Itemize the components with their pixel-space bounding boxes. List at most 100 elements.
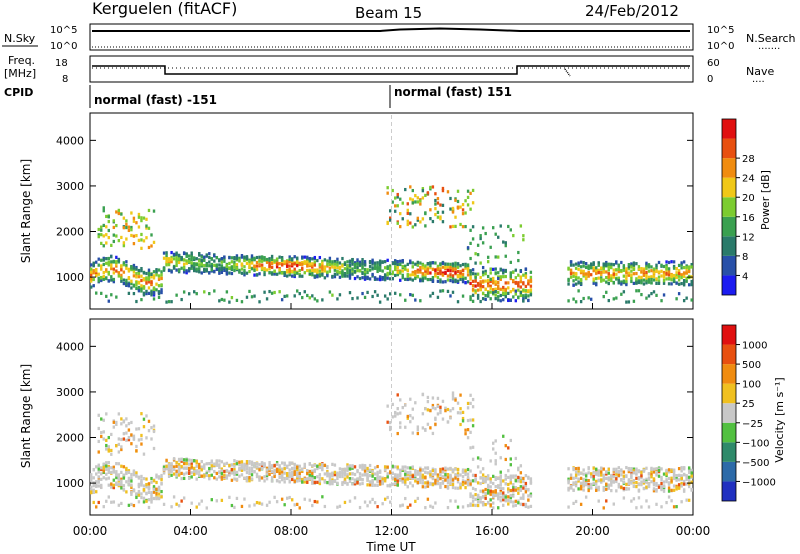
- heatmap-cell: [519, 480, 523, 484]
- heatmap-cell: [170, 250, 173, 255]
- heatmap-cell: [311, 471, 314, 475]
- heatmap-cell: [680, 273, 683, 277]
- heatmap-cell: [152, 496, 156, 501]
- heatmap-cell: [97, 475, 100, 479]
- heatmap-cell: [288, 462, 291, 467]
- heatmap-cell: [451, 397, 455, 401]
- heatmap-cell: [489, 267, 492, 271]
- heatmap-cell: [605, 290, 608, 294]
- heatmap-cell: [172, 467, 176, 472]
- heatmap-cell: [361, 291, 364, 296]
- heatmap-cell: [620, 469, 623, 473]
- heatmap-cell: [132, 503, 136, 508]
- heatmap-cell: [630, 471, 633, 475]
- heatmap-cell: [459, 277, 462, 281]
- heatmap-cell: [193, 262, 196, 266]
- heatmap-cell: [353, 261, 357, 265]
- heatmap-cell: [351, 465, 354, 469]
- heatmap-cell: [461, 416, 465, 421]
- heatmap-cell: [167, 268, 171, 273]
- heatmap-cell: [117, 258, 121, 262]
- heatmap-cell: [296, 476, 299, 480]
- heatmap-cell: [406, 262, 409, 266]
- heatmap-cell: [120, 486, 123, 490]
- heatmap-cell: [155, 269, 158, 273]
- heatmap-cell: [195, 263, 198, 267]
- heatmap-cell: [200, 255, 203, 259]
- heatmap-cell: [685, 276, 688, 280]
- heatmap-cell: [248, 265, 251, 269]
- heatmap-cell: [152, 291, 156, 296]
- heatmap-cell: [436, 268, 440, 272]
- heatmap-cell: [572, 283, 575, 287]
- heatmap-cell: [203, 263, 206, 268]
- heatmap-cell: [341, 481, 344, 485]
- heatmap-cell: [115, 444, 118, 448]
- heatmap-cell: [97, 450, 100, 454]
- heatmap-cell: [127, 225, 131, 229]
- heatmap-cell: [100, 434, 103, 439]
- heatmap-cell: [615, 277, 618, 281]
- heatmap-cell: [416, 262, 420, 267]
- heatmap-cell: [512, 474, 515, 478]
- heatmap-cell: [642, 273, 646, 277]
- heatmap-cell: [210, 467, 213, 471]
- heatmap-cell: [411, 416, 414, 420]
- heatmap-cell: [210, 262, 213, 267]
- heatmap-cell: [333, 479, 337, 483]
- heatmap-cell: [218, 470, 221, 475]
- heatmap-cell: [466, 267, 470, 272]
- heatmap-cell: [203, 255, 206, 259]
- heatmap-cell: [388, 272, 392, 276]
- heatmap-cell: [527, 505, 530, 509]
- heatmap-cell: [97, 227, 100, 232]
- heatmap-cell: [630, 473, 633, 477]
- heatmap-cell: [569, 473, 573, 477]
- heatmap-cell: [404, 465, 407, 469]
- heatmap-cell: [642, 469, 646, 473]
- heatmap-cell: [288, 273, 291, 277]
- heatmap-cell: [142, 477, 146, 481]
- heatmap-cell: [612, 268, 615, 272]
- heatmap-cell: [283, 480, 286, 484]
- heatmap-cell: [198, 253, 201, 257]
- heatmap-cell: [175, 263, 178, 267]
- heatmap-cell: [135, 233, 138, 238]
- heatmap-cell: [411, 278, 414, 282]
- heatmap-cell: [499, 224, 502, 228]
- heatmap-cell: [662, 489, 666, 493]
- heatmap-cell: [200, 264, 203, 268]
- heatmap-cell: [507, 224, 510, 229]
- heatmap-cell: [200, 468, 203, 472]
- heatmap-cell: [456, 401, 460, 405]
- heatmap-cell: [353, 276, 357, 281]
- heatmap-cell: [140, 238, 143, 242]
- heatmap-cell: [190, 255, 193, 259]
- heatmap-cell: [298, 477, 301, 481]
- heatmap-cell: [102, 505, 105, 509]
- heatmap-cell: [130, 225, 133, 230]
- heatmap-cell: [358, 260, 362, 264]
- heatmap-cell: [426, 422, 430, 426]
- heatmap-cell: [479, 280, 482, 284]
- heatmap-cell: [333, 470, 337, 474]
- heatmap-cell: [426, 262, 430, 266]
- heatmap-cell: [630, 265, 633, 269]
- heatmap-cell: [321, 261, 324, 266]
- heatmap-cell: [258, 478, 261, 482]
- heatmap-cell: [680, 474, 683, 478]
- heatmap-cell: [117, 473, 121, 478]
- heatmap-cell: [230, 478, 234, 482]
- heatmap-cell: [313, 260, 317, 264]
- heatmap-cell: [647, 294, 651, 298]
- heatmap-cell: [391, 476, 394, 480]
- heatmap-cell: [180, 256, 183, 260]
- heatmap-cell: [652, 271, 656, 275]
- heatmap-cell: [657, 468, 661, 473]
- heatmap-cell: [429, 217, 432, 221]
- heatmap-cell: [421, 217, 425, 221]
- heatmap-cell: [306, 255, 309, 259]
- heatmap-cell: [363, 260, 367, 264]
- heatmap-cell: [198, 470, 201, 474]
- heatmap-cell: [323, 276, 327, 280]
